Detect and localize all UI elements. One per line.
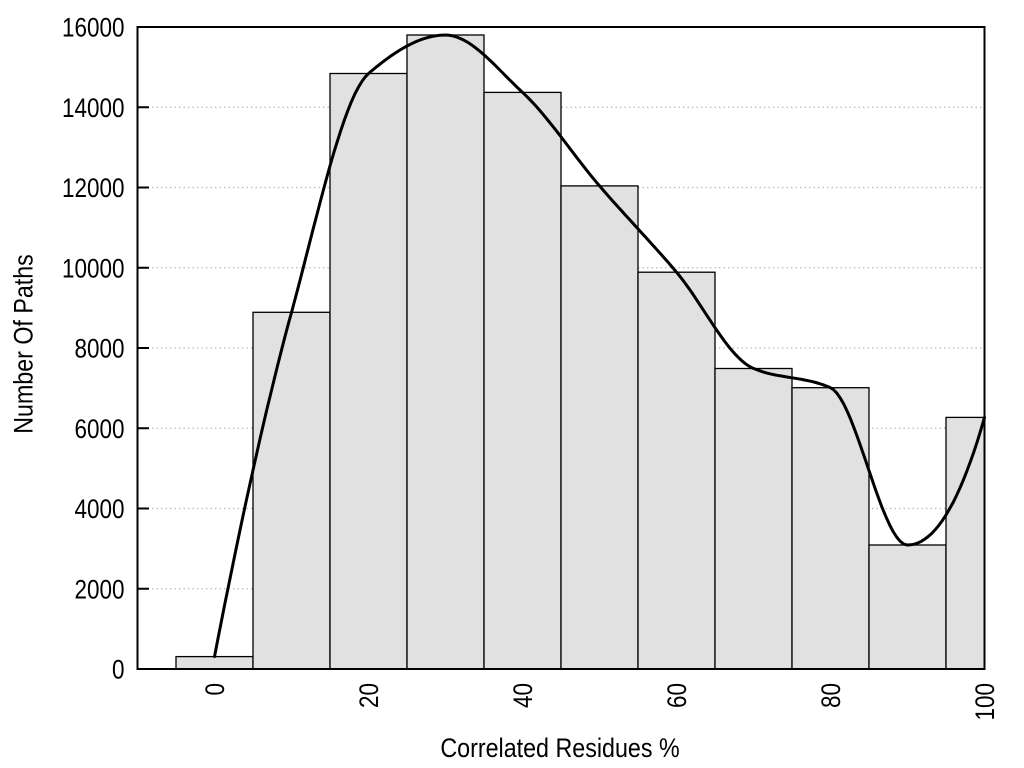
svg-text:100: 100 bbox=[970, 683, 1000, 721]
svg-text:Correlated Residues %: Correlated Residues % bbox=[440, 733, 679, 763]
svg-text:40: 40 bbox=[508, 683, 538, 708]
svg-text:0: 0 bbox=[112, 655, 125, 685]
svg-text:2000: 2000 bbox=[75, 574, 125, 604]
svg-text:Number Of Paths: Number Of Paths bbox=[9, 254, 39, 434]
svg-text:8000: 8000 bbox=[75, 334, 125, 364]
svg-text:6000: 6000 bbox=[75, 414, 125, 444]
svg-text:12000: 12000 bbox=[62, 173, 125, 203]
svg-text:10000: 10000 bbox=[62, 253, 125, 283]
svg-text:0: 0 bbox=[200, 683, 230, 696]
svg-text:60: 60 bbox=[662, 683, 692, 708]
svg-text:4000: 4000 bbox=[75, 494, 125, 524]
svg-text:80: 80 bbox=[816, 683, 846, 708]
svg-text:14000: 14000 bbox=[62, 93, 125, 123]
svg-text:20: 20 bbox=[354, 683, 384, 708]
svg-text:16000: 16000 bbox=[62, 13, 125, 43]
